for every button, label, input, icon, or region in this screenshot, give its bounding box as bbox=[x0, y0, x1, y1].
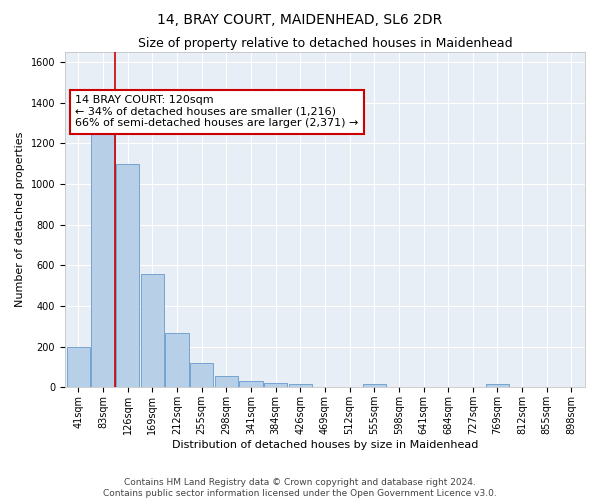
Bar bbox=[67, 347, 90, 388]
Bar bbox=[91, 129, 115, 388]
Bar bbox=[166, 334, 189, 388]
Text: Contains HM Land Registry data © Crown copyright and database right 2024.
Contai: Contains HM Land Registry data © Crown c… bbox=[103, 478, 497, 498]
Bar bbox=[215, 376, 238, 388]
Bar bbox=[486, 384, 509, 388]
Y-axis label: Number of detached properties: Number of detached properties bbox=[15, 132, 25, 307]
Title: Size of property relative to detached houses in Maidenhead: Size of property relative to detached ho… bbox=[137, 38, 512, 51]
Text: 14, BRAY COURT, MAIDENHEAD, SL6 2DR: 14, BRAY COURT, MAIDENHEAD, SL6 2DR bbox=[157, 12, 443, 26]
Text: 14 BRAY COURT: 120sqm
← 34% of detached houses are smaller (1,216)
66% of semi-d: 14 BRAY COURT: 120sqm ← 34% of detached … bbox=[76, 96, 359, 128]
X-axis label: Distribution of detached houses by size in Maidenhead: Distribution of detached houses by size … bbox=[172, 440, 478, 450]
Bar bbox=[116, 164, 139, 388]
Bar bbox=[239, 380, 263, 388]
Bar bbox=[264, 383, 287, 388]
Bar bbox=[362, 384, 386, 388]
Bar bbox=[190, 364, 214, 388]
Bar bbox=[140, 274, 164, 388]
Bar bbox=[289, 384, 312, 388]
